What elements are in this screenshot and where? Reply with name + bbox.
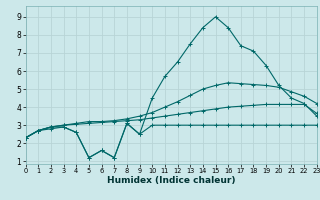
X-axis label: Humidex (Indice chaleur): Humidex (Indice chaleur) <box>107 176 236 185</box>
